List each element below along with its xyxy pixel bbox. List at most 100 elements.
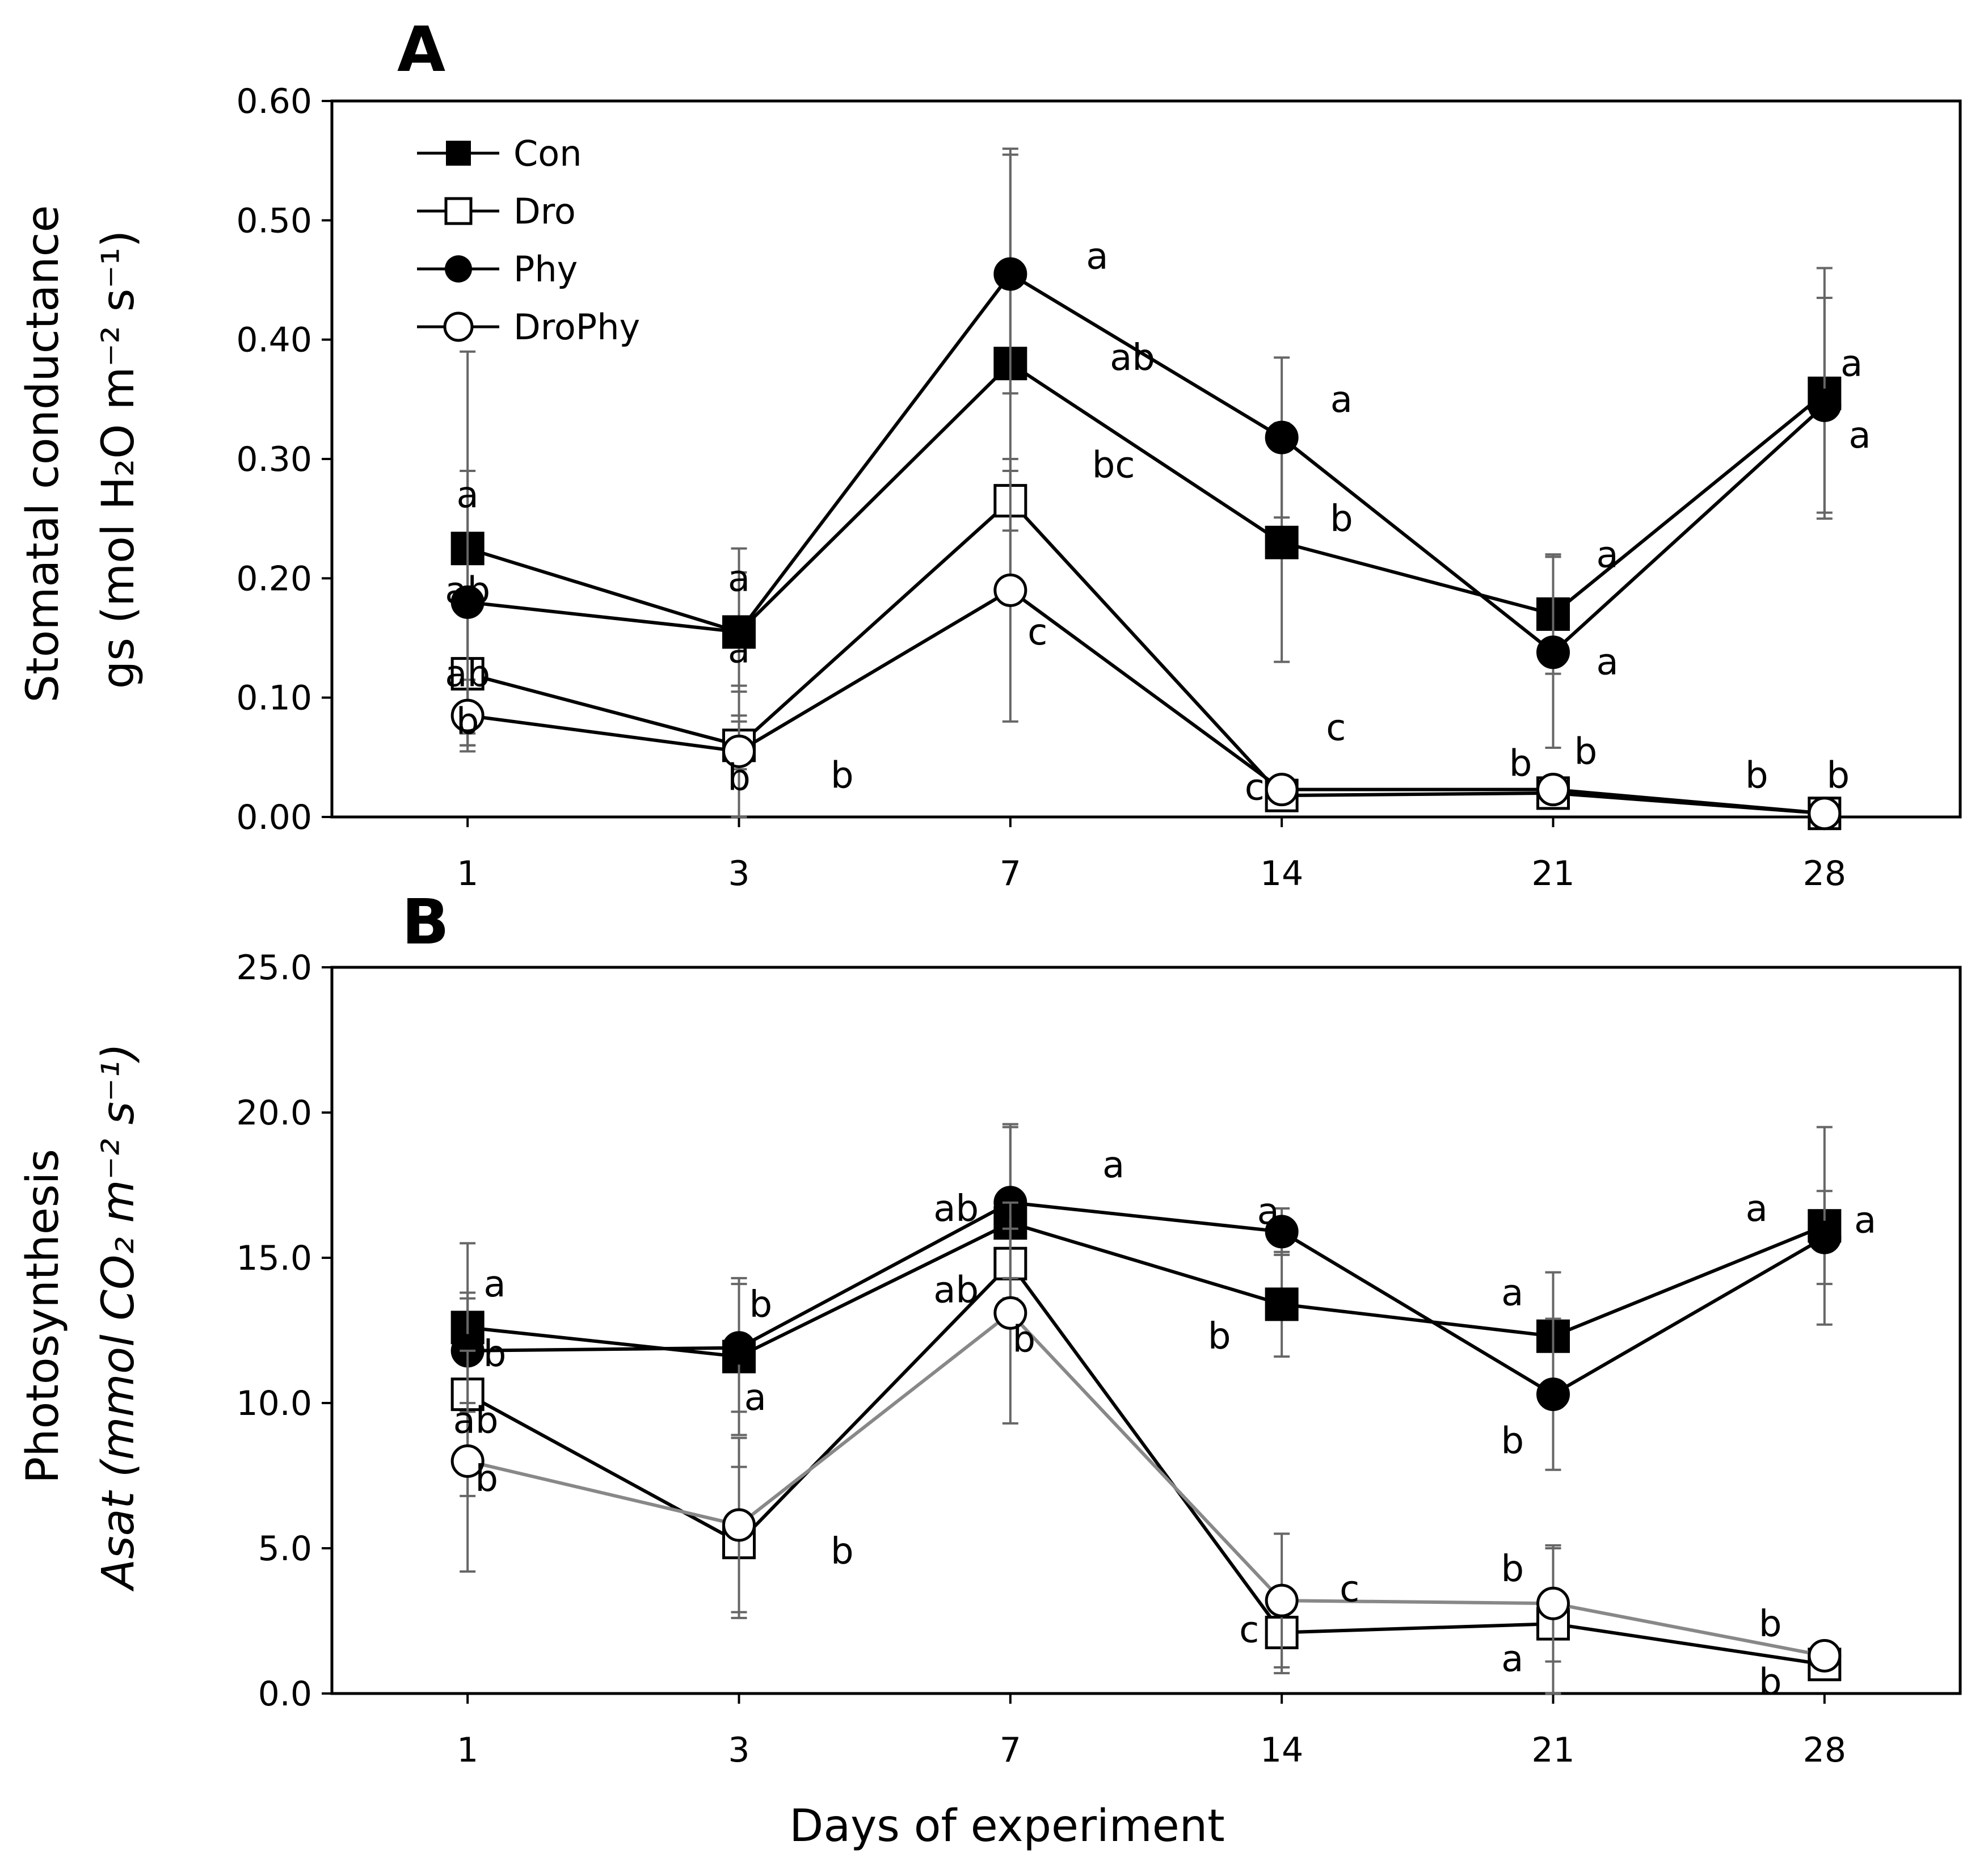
- legend-marker-drophy: [443, 311, 474, 342]
- x-tick-label-b: 7: [1000, 1730, 1021, 1770]
- x-tick-label-a: 3: [728, 854, 749, 894]
- significance-letter-b: b: [1501, 1548, 1524, 1590]
- x-tick-label-b: 14: [1260, 1730, 1303, 1770]
- data-point-phy: [1536, 1377, 1570, 1412]
- significance-letter-a: a: [728, 630, 750, 672]
- series-line-con-a: [467, 361, 1826, 634]
- significance-letter-a: c: [1245, 766, 1265, 808]
- y-tick-label-b: 0.0: [258, 1674, 312, 1714]
- significance-letter-a: a: [728, 558, 750, 600]
- significance-letter-a: b: [1509, 743, 1532, 785]
- significance-letter-b: b: [749, 1284, 772, 1326]
- significance-letter-b: a: [1102, 1144, 1124, 1186]
- significance-letter-b: b: [831, 1531, 854, 1573]
- significance-letter-b: a: [1501, 1272, 1523, 1314]
- legend-label-dro: Dro: [513, 191, 576, 232]
- significance-letter-a: c: [1326, 707, 1346, 749]
- x-tick-label-b: 3: [728, 1730, 749, 1770]
- data-point-phy: [1808, 388, 1842, 422]
- data-point-drophy: [722, 1508, 756, 1542]
- significance-letter-a: b: [1826, 755, 1850, 797]
- y-tick-label-b: 25.0: [236, 948, 312, 988]
- series-line-dro-a: [467, 498, 1825, 815]
- y-tick-label-a: 0.10: [236, 679, 312, 718]
- significance-letter-a: bc: [1092, 445, 1135, 487]
- significance-letter-b: b: [1208, 1316, 1231, 1358]
- significance-letter-b: c: [1340, 1569, 1359, 1611]
- series-line-phy-a: [467, 272, 1826, 655]
- y-axis-title-b: Photosynthesis: [18, 1149, 69, 1484]
- y-axis-subtitle-b: Asat (mmol CO₂ m⁻² s⁻¹): [93, 1043, 144, 1592]
- data-point-phy: [450, 585, 485, 619]
- significance-letter-b: b: [475, 1458, 498, 1500]
- series-line-con-b: [467, 1221, 1825, 1359]
- significance-letter-a: a: [1086, 235, 1108, 277]
- data-point-drophy: [722, 734, 756, 768]
- data-point-drophy: [450, 698, 485, 732]
- y-tick-label-a: 0.60: [236, 82, 312, 121]
- significance-letter-b: b: [1012, 1318, 1035, 1360]
- legend-marker-dro: [444, 197, 473, 225]
- series-line-drophy-a: [467, 588, 1825, 815]
- data-point-drophy: [1808, 797, 1842, 831]
- significance-letter-a: a: [1848, 415, 1871, 457]
- panel-label-a: A: [397, 13, 445, 86]
- data-point-phy: [1808, 1220, 1842, 1254]
- significance-letter-a: b: [1330, 498, 1353, 540]
- data-point-drophy: [993, 1296, 1027, 1330]
- data-point-drophy: [1265, 773, 1299, 807]
- significance-letter-b: a: [1854, 1199, 1876, 1241]
- significance-letter-a: ab: [445, 654, 490, 696]
- significance-letter-a: a: [1840, 343, 1863, 385]
- data-point-con: [1265, 1287, 1299, 1321]
- series-line-drophy-b: [467, 1311, 1825, 1658]
- significance-letter-b: ab: [453, 1400, 499, 1442]
- x-tick-label-b: 21: [1531, 1730, 1574, 1770]
- data-point-drophy: [1536, 773, 1570, 807]
- significance-letter-b: a: [483, 1263, 506, 1305]
- legend-label-drophy: DroPhy: [513, 306, 640, 348]
- plot-frame-b: [330, 966, 1962, 1695]
- data-point-phy: [1265, 420, 1299, 454]
- x-tick-label-a: 21: [1531, 854, 1574, 894]
- data-point-con: [1265, 525, 1299, 559]
- x-tick-label-a: 7: [1000, 854, 1021, 894]
- plot-panel-a: 0.000.100.200.300.400.500.601 3 7 14 21 28aab…: [236, 82, 1962, 894]
- data-point-drophy: [993, 573, 1027, 607]
- significance-letter-b: a: [1501, 1638, 1523, 1680]
- x-axis-title: Days of experiment: [789, 1801, 1224, 1852]
- legend: Con Dro Phy DroPhy: [417, 133, 640, 348]
- significance-letter-a: a: [457, 474, 479, 516]
- series-line-phy-b: [467, 1200, 1826, 1397]
- significance-letter-a: b: [727, 757, 751, 799]
- data-point-drophy: [1265, 1583, 1299, 1617]
- significance-letter-a: a: [1597, 642, 1619, 684]
- legend-marker-con: [446, 141, 471, 166]
- significance-letter-a: b: [1745, 755, 1768, 797]
- significance-letter-b: b: [1759, 1662, 1782, 1704]
- panel-label-b: B: [402, 886, 449, 958]
- significance-letter-b: b: [483, 1333, 507, 1375]
- y-tick-label-b: 20.0: [236, 1093, 312, 1133]
- significance-letter-a: b: [456, 701, 479, 743]
- series-line-dro-b: [466, 1261, 1825, 1666]
- y-tick-label-b: 10.0: [236, 1384, 312, 1423]
- data-point-phy: [1265, 1215, 1299, 1249]
- legend-marker-phy: [445, 255, 472, 283]
- y-tick-label-b: 5.0: [258, 1529, 312, 1569]
- significance-letter-b: a: [1746, 1188, 1768, 1230]
- significance-letter-a: ab: [445, 570, 490, 612]
- significance-letter-b: c: [1239, 1609, 1259, 1651]
- data-point-phy: [993, 257, 1027, 291]
- x-tick-label-a: 28: [1803, 854, 1846, 894]
- x-tick-label-b: 28: [1803, 1730, 1846, 1770]
- significance-letter-a: b: [1574, 731, 1598, 773]
- data-point-phy: [722, 615, 756, 649]
- y-axis-subtitle-a: gs (mol H₂O m⁻² s⁻¹): [93, 230, 144, 689]
- significance-letter-a: c: [1027, 612, 1047, 654]
- y-tick-label-a: 0.00: [236, 798, 312, 837]
- significance-letter-b: a: [744, 1377, 766, 1419]
- data-point-drophy: [1808, 1638, 1842, 1673]
- data-point-drophy: [1536, 1586, 1570, 1620]
